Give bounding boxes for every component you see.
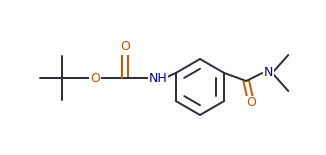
Text: N: N [263, 66, 273, 80]
Text: O: O [246, 97, 256, 109]
Text: O: O [120, 40, 130, 53]
Text: NH: NH [149, 71, 167, 84]
Text: O: O [90, 71, 100, 84]
